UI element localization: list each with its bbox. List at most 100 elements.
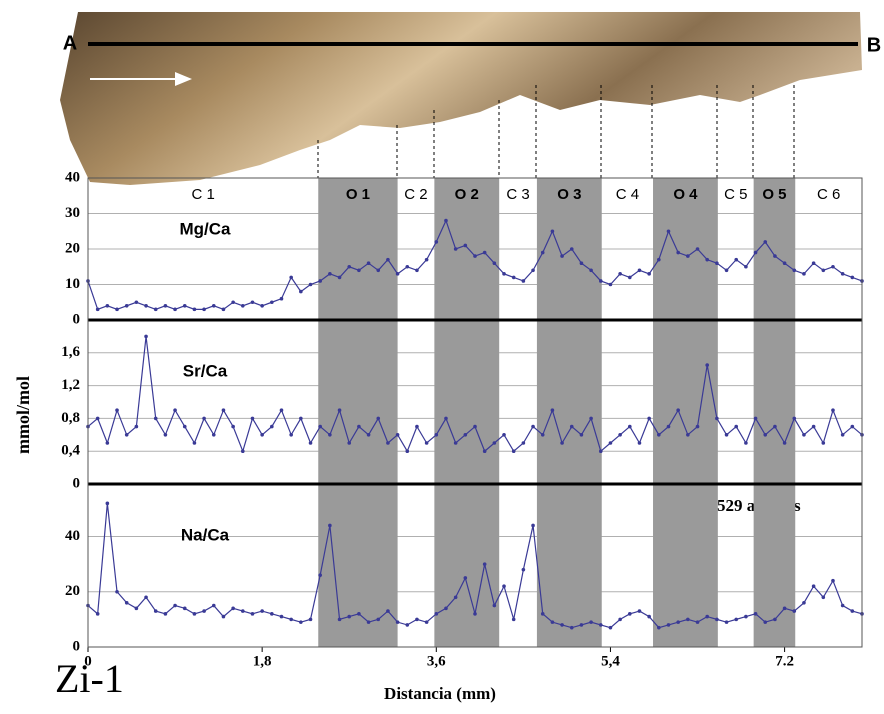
x-tick-label: 0 <box>84 653 92 669</box>
zone-label: O 3 <box>557 186 581 203</box>
data-point <box>241 449 245 454</box>
data-point <box>250 612 255 616</box>
data-point <box>773 254 777 258</box>
data-point <box>250 300 255 305</box>
data-point <box>811 424 816 429</box>
zone-label: O 1 <box>346 186 370 203</box>
data-point <box>569 625 574 630</box>
data-point <box>628 424 632 429</box>
data-point <box>686 617 690 622</box>
data-point <box>299 416 303 421</box>
data-point <box>473 424 477 429</box>
data-point <box>182 424 187 429</box>
data-point <box>415 617 419 622</box>
data-point <box>744 264 748 269</box>
data-point <box>744 441 748 445</box>
data-point <box>773 424 777 429</box>
data-point <box>666 623 671 627</box>
data-point <box>763 433 768 437</box>
data-point <box>231 606 235 611</box>
data-point <box>657 625 661 630</box>
zone-label: C 1 <box>191 186 214 203</box>
y-tick-label: 40 <box>65 169 80 185</box>
zone-label: C 4 <box>616 186 639 203</box>
data-point <box>202 416 206 421</box>
data-point <box>850 275 855 280</box>
data-point <box>386 257 390 262</box>
data-point <box>95 307 100 312</box>
data-point <box>705 614 709 619</box>
data-point <box>734 424 739 429</box>
data-point <box>647 272 651 276</box>
data-point <box>299 620 303 624</box>
data-point <box>211 433 216 437</box>
zone-label: C 5 <box>724 186 747 203</box>
data-point <box>192 307 197 312</box>
data-point <box>424 441 429 445</box>
data-point <box>163 433 168 437</box>
data-point <box>415 268 419 273</box>
data-point <box>337 617 342 622</box>
data-point <box>579 261 584 266</box>
data-point <box>211 603 216 608</box>
data-point <box>686 433 690 437</box>
data-point <box>124 433 129 437</box>
x-axis-label: Distancia (mm) <box>384 684 496 703</box>
data-point <box>202 609 206 613</box>
data-point <box>579 623 584 627</box>
data-point <box>328 272 332 276</box>
x-tick-label: 7.2 <box>775 653 794 669</box>
data-point <box>115 307 119 312</box>
data-point <box>792 609 797 613</box>
data-point <box>521 567 526 572</box>
data-point <box>434 433 439 437</box>
panel-title: Sr/Ca <box>183 361 228 380</box>
y-tick-label: 1,6 <box>61 344 80 360</box>
data-point <box>366 261 371 266</box>
x-tick-label: 5,4 <box>601 653 620 669</box>
y-axis-label: mmol/mol <box>13 376 33 454</box>
data-point <box>221 408 226 413</box>
data-point <box>482 449 487 454</box>
data-point <box>715 617 719 622</box>
data-point <box>308 617 313 622</box>
data-point <box>531 268 535 273</box>
data-point <box>144 304 148 308</box>
data-point <box>105 441 110 445</box>
data-point <box>715 261 719 266</box>
data-point <box>782 606 787 611</box>
data-point <box>260 433 264 437</box>
data-point <box>560 441 564 445</box>
data-point <box>173 307 177 312</box>
data-point <box>840 272 845 276</box>
data-point <box>511 449 516 454</box>
data-point <box>531 523 535 528</box>
y-tick-label: 0 <box>73 638 81 654</box>
data-point <box>831 264 835 269</box>
data-point <box>647 416 651 421</box>
data-point <box>444 606 448 611</box>
y-tick-label: 0,8 <box>61 410 80 426</box>
data-point <box>589 268 593 273</box>
specimen-photo <box>60 12 862 185</box>
zone-band <box>434 178 500 647</box>
sample-label: Zi-1 <box>55 656 124 701</box>
data-point <box>231 300 235 305</box>
data-point <box>192 441 197 445</box>
data-point <box>840 603 845 608</box>
data-point <box>550 408 555 413</box>
data-point <box>724 433 729 437</box>
data-point <box>724 620 729 624</box>
data-point <box>444 218 448 223</box>
data-point <box>637 441 642 445</box>
data-point <box>153 307 158 312</box>
data-point <box>850 424 855 429</box>
data-point <box>366 620 371 624</box>
data-point <box>753 416 758 421</box>
y-tick-label: 0 <box>73 311 81 327</box>
data-point <box>405 623 410 627</box>
data-point <box>337 275 342 280</box>
data-point <box>95 416 100 421</box>
data-point <box>202 307 206 312</box>
data-point <box>734 617 739 622</box>
